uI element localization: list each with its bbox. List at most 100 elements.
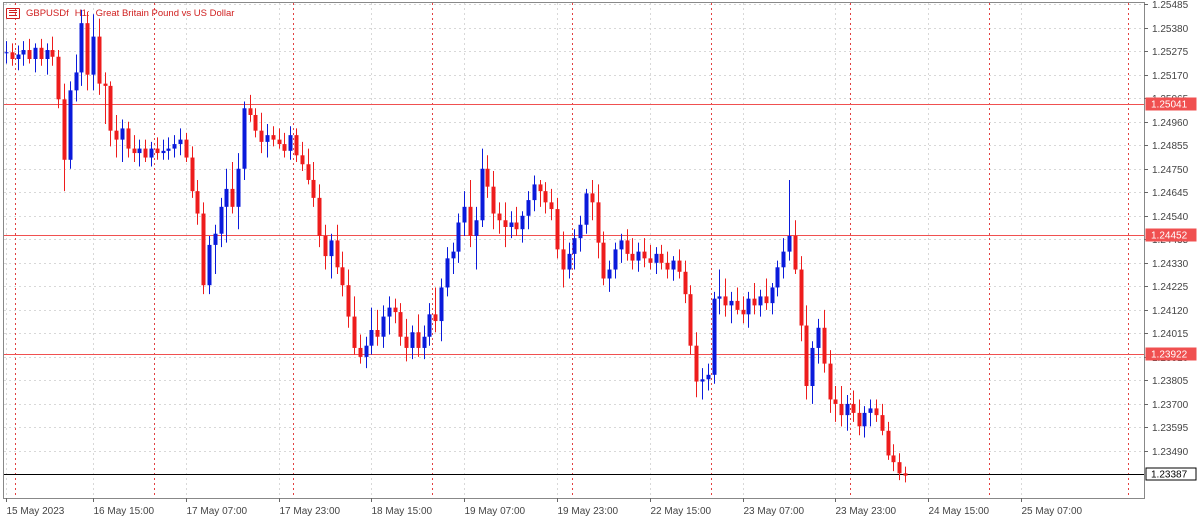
- candle-body-bear: [375, 330, 380, 337]
- candle-body-bull: [509, 222, 514, 227]
- candle-body-bull: [445, 258, 450, 288]
- candle-body-bear: [56, 56, 61, 100]
- candle-body-bull: [451, 251, 456, 259]
- candle-body-bear: [851, 403, 856, 413]
- candle-body-bull: [572, 238, 577, 254]
- candle-body-bear: [503, 220, 508, 227]
- candle-body-bear: [259, 130, 264, 142]
- time-axis[interactable]: 15 May 2023 16 May 15:00 17 May 07:00 17 Ma…: [6, 498, 1083, 517]
- candle-body-bull: [410, 332, 415, 348]
- candle-body-bull: [242, 108, 247, 169]
- time-tick-label: 17 May 07:00: [187, 506, 248, 517]
- candle-body-bull: [364, 345, 369, 357]
- candle-body-bear: [642, 251, 647, 259]
- candle-body-bear: [555, 209, 560, 250]
- candle-body-bull: [717, 296, 722, 299]
- candle-body-bull: [781, 251, 786, 268]
- candle-body-bull: [816, 327, 821, 348]
- time-tick-label: 22 May 15:00: [651, 506, 712, 517]
- time-tick-label: 23 May 07:00: [744, 506, 805, 517]
- candle-body-bear: [897, 462, 902, 474]
- time-tick-label: 23 May 23:00: [836, 506, 897, 517]
- time-tick-label: 15 May 2023: [7, 506, 65, 517]
- candle-body-bull: [21, 50, 26, 55]
- candle-body-bear: [253, 114, 258, 131]
- level-price-tag-box: [1145, 347, 1197, 361]
- candle-body-bull: [868, 408, 873, 413]
- candle-body-bear: [248, 108, 253, 115]
- candle-body-bull: [120, 128, 125, 140]
- price-tick-label: 1.24960: [1152, 118, 1189, 129]
- candle-body-bull: [329, 240, 334, 257]
- chart-window-icon[interactable]: [6, 7, 20, 19]
- candle-body-bull: [381, 316, 386, 337]
- candle-body-bull: [700, 379, 705, 382]
- candle-body-bull: [532, 184, 537, 201]
- candle-body-bear: [10, 52, 15, 59]
- time-tick-label: 19 May 07:00: [465, 506, 526, 517]
- candle-body-bear: [538, 184, 543, 192]
- candle-body-bear: [752, 298, 757, 306]
- candle-body-bull: [613, 249, 618, 270]
- candle-body-bear: [804, 325, 809, 387]
- candle-body-bull: [219, 206, 224, 234]
- candle-body-bear: [648, 258, 653, 263]
- candle-body-bull: [178, 139, 183, 145]
- candle-body-bear: [271, 135, 276, 140]
- candle-body-bull: [422, 336, 427, 348]
- candle-body-bear: [468, 206, 473, 236]
- candle-body-bear: [97, 36, 102, 84]
- candle-body-bear: [839, 403, 844, 416]
- price-tick-label: 1.23595: [1152, 423, 1189, 434]
- candle-body-bear: [306, 164, 311, 180]
- price-tick-label: 1.24120: [1152, 306, 1189, 317]
- candle-body-bull: [862, 412, 867, 427]
- candle-body-bull: [172, 144, 177, 149]
- price-tick-label: 1.23490: [1152, 447, 1189, 458]
- candle-body-bull: [224, 188, 229, 207]
- candle-body-bull: [149, 148, 154, 158]
- symbol-description: Great Britain Pound vs US Dollar: [95, 7, 235, 19]
- candle-body-bull: [636, 251, 641, 261]
- candle-body-bear: [677, 260, 682, 272]
- candle-body-bear: [282, 144, 287, 151]
- candle-body-bear: [126, 128, 131, 149]
- candle-body-bear: [323, 235, 328, 257]
- candle-body-bear: [143, 148, 148, 158]
- candle-body-bull: [68, 90, 73, 160]
- candle-body-bear: [694, 345, 699, 382]
- price-tick-label: 1.25275: [1152, 47, 1189, 58]
- level-price-tag: 1.25041: [1151, 100, 1188, 111]
- candle-body-bear: [300, 155, 305, 165]
- candle-body-bear: [398, 312, 403, 337]
- candle-body-bull: [607, 269, 612, 279]
- candle-body-bull: [369, 330, 374, 346]
- candle-body-bull: [671, 260, 676, 270]
- candle-body-bear: [201, 213, 206, 286]
- candle-body-bull: [746, 298, 751, 315]
- candle-body-bull: [91, 36, 96, 75]
- candle-body-bull: [787, 235, 792, 252]
- candle-body-bear: [352, 316, 357, 348]
- chart-header: GBPUSDf H1: Great Britain Pound vs US Do…: [6, 5, 234, 21]
- candle-body-bull: [74, 72, 79, 91]
- timeframe-label: H1:: [74, 7, 90, 19]
- candle-body-bear: [891, 455, 896, 463]
- candle-body-bull: [712, 298, 717, 375]
- candle-body-bear: [114, 130, 119, 140]
- time-tick-label: 25 May 07:00: [1022, 506, 1083, 517]
- candle-body-bull: [79, 23, 84, 73]
- candle-body-bull: [775, 267, 780, 288]
- candle-body-bear: [132, 148, 137, 154]
- candle-body-bull: [520, 215, 525, 230]
- candle-body-bull: [584, 193, 589, 225]
- candle-body-bull: [462, 206, 467, 223]
- plot-frame: [3, 2, 1145, 499]
- candle-body-bear: [590, 193, 595, 203]
- grid: [4, 3, 1144, 498]
- candle-body-bear: [27, 50, 32, 59]
- candle-body-bear: [155, 148, 160, 154]
- candle-body-bull: [4, 52, 9, 54]
